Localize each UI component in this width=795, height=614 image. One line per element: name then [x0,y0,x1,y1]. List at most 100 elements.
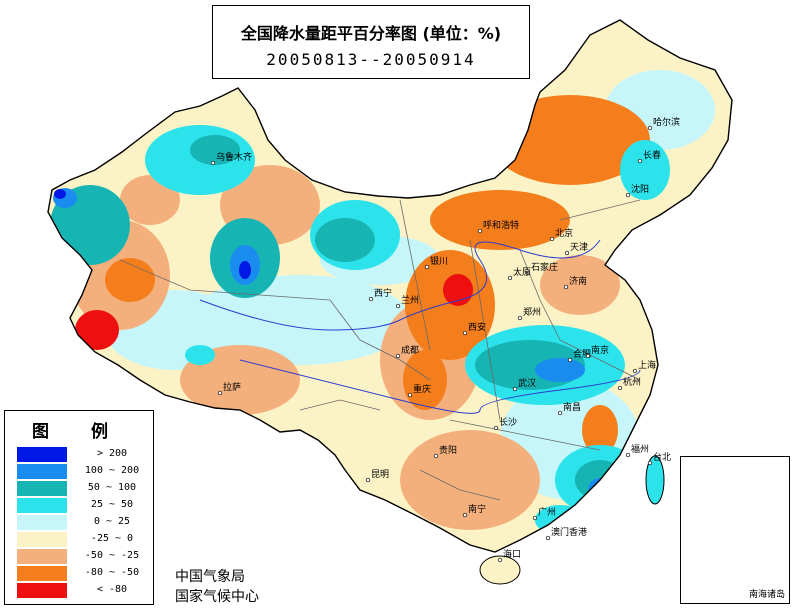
city-dot [647,460,653,466]
city-dot [433,453,439,459]
city-marker: 银川 [424,255,448,270]
city-label: 杭州 [623,376,641,388]
legend-swatch [17,447,67,462]
city-dot [647,125,653,131]
city-dot [532,515,538,521]
city-marker: 南昌 [557,401,581,416]
city-marker: 北京 [549,227,573,242]
city-label: 天津 [570,242,588,253]
legend-label: < -80 [96,584,128,595]
city-marker: 昆明 [365,469,389,483]
city-dot [625,192,631,198]
city-dot [462,512,468,518]
city-label: 沈阳 [631,183,649,195]
city-marker: 武汉 [512,377,536,392]
city-label: 广州 [538,506,556,518]
city-label: 太原 [513,266,531,278]
city-dot [585,353,591,359]
city-marker: 哈尔滨 [647,116,680,131]
city-label: 南宁 [468,503,486,515]
city-dot [512,386,518,392]
legend-item: 50 ~ 100 [17,481,151,496]
rivers [199,239,641,414]
province-boundaries [119,199,641,501]
city-marker: 上海 [632,359,656,374]
city-marker: 台北 [647,451,671,466]
legend-item: 100 ~ 200 [17,464,151,479]
city-dot [395,303,401,309]
legend-item: < -80 [17,583,151,598]
legend-swatch [17,464,67,479]
city-dot [477,228,483,234]
legend-item: > 200 [17,447,151,462]
city-marker: 兰州 [395,294,419,309]
city-label: 成都 [401,344,419,356]
city-marker: 西安 [462,321,486,336]
city-label: 南昌 [563,401,581,413]
legend-swatch [17,583,67,598]
city-label: 福州 [631,443,649,455]
city-dot [632,368,638,374]
city-dot [217,390,223,396]
date-range: 20050813--20050914 [266,50,476,69]
legend-label: 100 ~ 200 [84,465,140,476]
city-dot [625,452,631,458]
map-title: 全国降水量距平百分率图 (单位：%) [240,24,502,43]
legend-item: 0 ~ 25 [17,515,151,530]
city-dot [368,296,374,302]
city-label: 银川 [430,255,448,267]
city-label: 西宁 [374,287,392,299]
city-label: 武汉 [518,377,536,389]
legend-item: -80 ~ -50 [17,566,151,581]
hainan-island [479,555,521,585]
city-dot [564,250,570,256]
city-marker: 乌鲁木齐 [210,151,252,166]
legend: 图 例 > 200 100 ~ 200 50 ~ 100 25 ~ 50 0 ~ 25 -… [4,410,154,605]
city-marker: 南京 [585,344,609,359]
legend-title: 图 例 [32,422,126,442]
city-label: 北京 [555,227,573,239]
city-label: 石家庄 [531,261,558,273]
credit-cma: 中国气象局 [175,569,245,585]
city-label: 上海 [638,359,656,371]
city-dot [545,535,551,541]
title-box: 全国降水量距平百分率图 (单位：%) 20050813--20050914 [212,5,530,79]
city-label: 哈尔滨 [653,116,680,128]
city-dot [507,275,513,281]
city-dot [395,353,401,359]
inset-label: 南海诸岛 [748,590,785,600]
city-label: 拉萨 [223,381,241,393]
city-marker: 拉萨 [217,381,241,396]
city-dot [557,410,563,416]
city-label: 长春 [643,149,661,161]
city-dot [365,477,371,483]
legend-label: -50 ~ -25 [84,550,140,561]
city-marker: 济南 [563,275,587,290]
legend-swatch [17,498,67,513]
city-marker: 石家庄 [525,261,558,276]
city-dot [617,385,623,391]
city-label: 昆明 [371,469,389,480]
city-dot [549,236,555,242]
city-label: 西安 [468,321,486,333]
city-dot [517,315,523,321]
city-label: 济南 [569,275,587,287]
city-dot [210,160,216,166]
city-dot [407,392,413,398]
legend-item: -50 ~ -25 [17,549,151,564]
legend-label: > 200 [96,448,128,459]
city-label: 重庆 [413,383,431,395]
legend-swatch [17,532,67,547]
city-dot [567,357,573,363]
credit-ncc: 国家气候中心 [175,589,259,605]
taiwan-island [645,455,665,505]
legend-swatch [17,566,67,581]
city-label: 贵阳 [439,444,457,456]
legend-swatch [17,515,67,530]
city-marker: 福州 [625,443,649,458]
legend-label: 0 ~ 25 [93,516,131,527]
legend-label: 25 ~ 50 [90,499,134,510]
